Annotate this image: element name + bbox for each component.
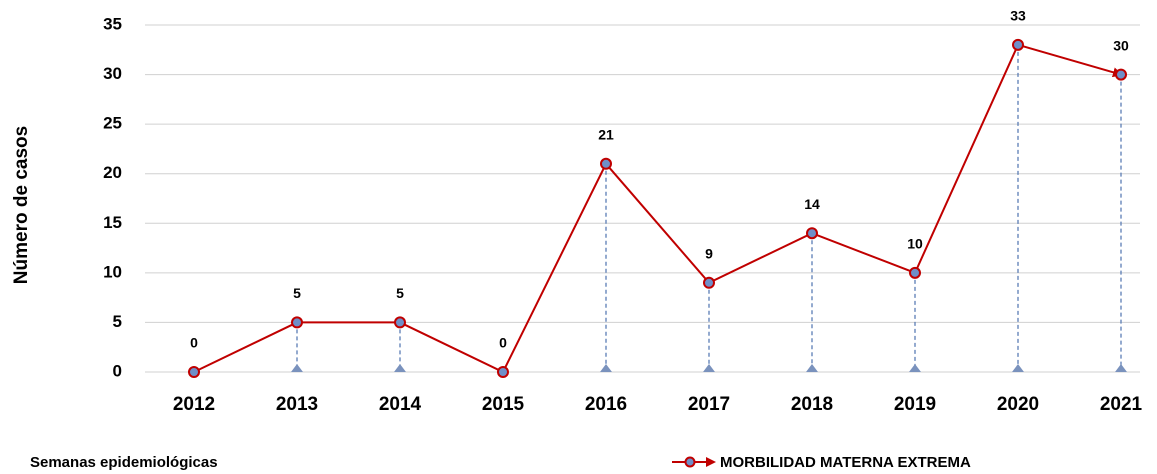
data-label: 0 (190, 335, 198, 351)
x-tick-label: 2016 (585, 394, 627, 415)
data-label: 33 (1010, 8, 1026, 24)
legend-label: MORBILIDAD MATERNA EXTREMA (720, 454, 971, 471)
x-tick-label: 2018 (791, 394, 833, 415)
point (909, 266, 921, 279)
legend: MORBILIDAD MATERNA EXTREMA (672, 454, 971, 471)
drop-marker (1115, 364, 1127, 372)
drop-marker (600, 364, 612, 372)
drop-marker (394, 364, 406, 372)
y-tick-label: 10 (103, 262, 122, 281)
y-tick-label: 20 (103, 163, 122, 182)
x-tick-label: 2014 (379, 394, 422, 415)
drop-marker (1012, 364, 1024, 372)
y-tick-label: 30 (103, 64, 122, 83)
data-label: 30 (1113, 37, 1129, 53)
point (291, 316, 303, 329)
drop-marker (806, 364, 818, 372)
x-axis-label: Semanas epidemiológicas (30, 454, 218, 471)
point (806, 227, 818, 240)
x-tick-label: 2020 (997, 394, 1039, 415)
x-tick-label: 2015 (482, 394, 525, 415)
drop-marker (909, 364, 921, 372)
point (1012, 38, 1024, 51)
data-label: 9 (705, 245, 713, 261)
x-tick-label: 2017 (688, 394, 730, 415)
x-tick-label: 2019 (894, 394, 936, 415)
point (600, 157, 612, 170)
y-tick-label: 25 (103, 114, 122, 133)
point (497, 366, 509, 378)
legend-marker (684, 456, 696, 468)
drop-marker (703, 364, 715, 372)
data-label: 14 (804, 196, 820, 212)
y-tick-label: 35 (103, 14, 122, 33)
series-line (193, 43, 1123, 374)
data-label: 5 (396, 285, 404, 301)
point (1115, 68, 1127, 81)
y-tick-label: 15 (103, 213, 122, 232)
data-label: 5 (293, 285, 301, 301)
point (394, 316, 406, 329)
y-tick-label: 5 (113, 312, 122, 331)
point (188, 366, 200, 378)
y-axis-label: Número de casos (11, 126, 32, 284)
data-label: 21 (598, 127, 614, 143)
drop-marker (291, 364, 303, 372)
x-tick-label: 2013 (276, 394, 318, 415)
x-tick-label: 2021 (1100, 394, 1143, 415)
y-tick-label: 0 (113, 361, 122, 380)
point (703, 276, 715, 289)
data-label: 10 (907, 236, 923, 252)
data-label: 0 (499, 335, 507, 351)
x-tick-label: 2012 (173, 394, 215, 415)
